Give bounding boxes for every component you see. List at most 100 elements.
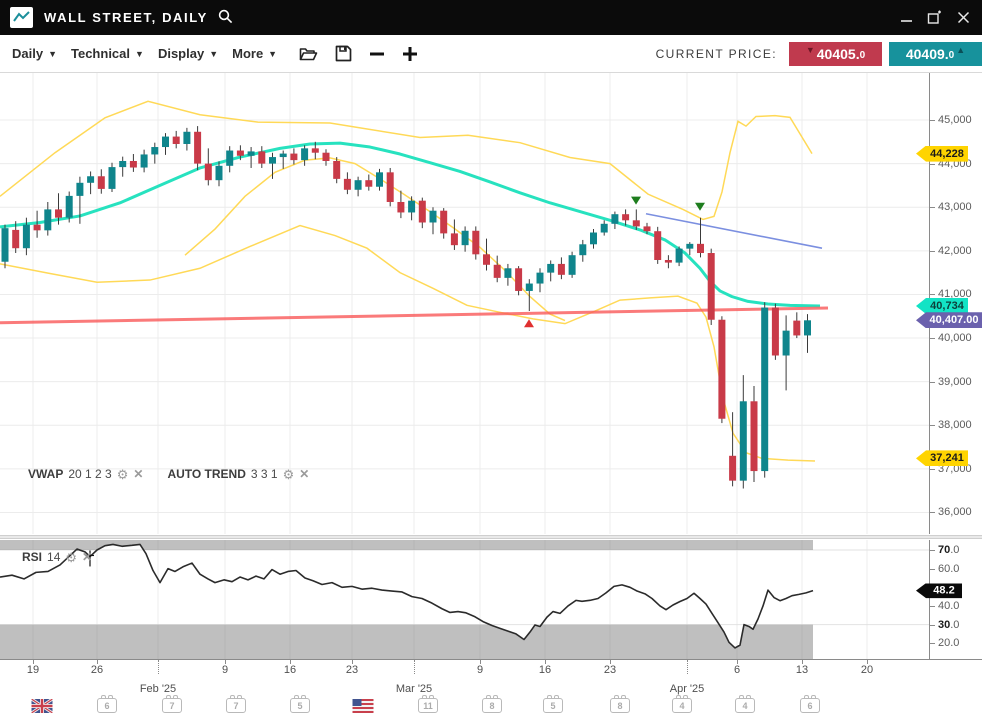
- calendar-events-icon[interactable]: 11: [418, 695, 438, 713]
- candle-down: [33, 224, 41, 231]
- gear-icon[interactable]: ⚙: [116, 466, 129, 482]
- time-axis-tick: [97, 660, 98, 664]
- gear-icon[interactable]: ⚙: [65, 549, 78, 565]
- candle-down: [729, 455, 737, 481]
- price-axis-label: 43,000: [938, 201, 972, 214]
- calendar-events-icon[interactable]: 5: [290, 695, 310, 713]
- price-axis-label: 41,000: [938, 288, 972, 301]
- candle-down: [664, 259, 672, 263]
- more-menu[interactable]: More ▼: [232, 46, 277, 61]
- time-axis-tick: [802, 660, 803, 664]
- calendar-events-icon[interactable]: 7: [226, 695, 246, 713]
- candle-up: [547, 263, 555, 273]
- candle-down: [343, 178, 351, 190]
- candle-up: [301, 148, 309, 161]
- candle-up: [22, 224, 30, 249]
- us-flag-icon[interactable]: [352, 699, 374, 713]
- candle-up: [279, 153, 287, 158]
- search-icon[interactable]: [218, 9, 233, 29]
- price-axis-tick: [930, 338, 935, 340]
- remove-vwap-icon[interactable]: ✕: [133, 467, 144, 481]
- time-axis-label: 6: [733, 664, 741, 676]
- candle-down: [55, 209, 62, 218]
- time-axis-label: Feb '25: [139, 683, 177, 695]
- chevron-down-icon: ▼: [268, 48, 278, 59]
- candle-down: [386, 172, 394, 202]
- candle-up: [140, 154, 148, 168]
- technical-menu[interactable]: Technical ▼: [71, 46, 144, 61]
- open-folder-icon[interactable]: [299, 46, 318, 62]
- autotrend-params: 3 3 1: [250, 467, 278, 481]
- candle-down: [718, 319, 726, 419]
- chart-toolbar: Daily ▼ Technical ▼ Display ▼ More ▼: [0, 35, 982, 73]
- current-price-label: CURRENT PRICE:: [655, 46, 777, 61]
- candle-up: [76, 182, 84, 196]
- candle-down: [697, 243, 704, 254]
- candle-up: [183, 131, 191, 144]
- candle-up: [226, 150, 234, 166]
- candle-down: [194, 131, 202, 164]
- app-logo-icon: [10, 7, 33, 28]
- candle-up: [739, 401, 747, 481]
- zoom-in-button[interactable]: [402, 46, 418, 62]
- price-axis-label: 36,000: [938, 506, 972, 519]
- candle-down: [632, 220, 640, 227]
- candle-down: [172, 136, 180, 144]
- calendar-events-icon[interactable]: 6: [97, 695, 117, 713]
- more-menu-label: More: [232, 46, 264, 61]
- time-axis-tick: [352, 660, 353, 664]
- candle-up: [119, 160, 127, 168]
- price-axis-tick: [930, 294, 935, 296]
- calendar-events-icon[interactable]: 6: [800, 695, 820, 713]
- time-axis-tick: [414, 660, 415, 674]
- chevron-down-icon: ▼: [48, 48, 57, 59]
- time-axis-tick: [480, 660, 481, 664]
- calendar-events-icon[interactable]: 7: [162, 695, 182, 713]
- gear-icon[interactable]: ⚙: [282, 466, 295, 482]
- candle-down: [258, 151, 266, 164]
- save-icon[interactable]: [335, 45, 352, 62]
- candle-up: [525, 283, 533, 291]
- chevron-down-icon: ▼: [209, 48, 219, 59]
- candle-up: [162, 136, 169, 148]
- candle-up: [782, 330, 790, 356]
- close-icon[interactable]: [957, 11, 970, 24]
- calendar-events-icon[interactable]: 8: [482, 695, 502, 713]
- candle-down: [236, 150, 244, 156]
- remove-rsi-icon[interactable]: ✕: [82, 550, 93, 564]
- display-menu[interactable]: Display ▼: [158, 46, 218, 61]
- zoom-out-button[interactable]: [369, 46, 385, 62]
- buy-signal-marker: [524, 319, 534, 328]
- candle-up: [536, 272, 544, 284]
- vwap-indicator-label: VWAP 20 1 2 3 ⚙ ✕ AUTO TREND 3 3 1 ⚙ ✕: [28, 467, 309, 481]
- candle-up: [611, 214, 619, 224]
- sell-signal-marker: [695, 202, 705, 211]
- panel-separator[interactable]: [0, 534, 982, 540]
- time-axis-tick: [610, 660, 611, 664]
- calendar-events-icon[interactable]: 8: [610, 695, 630, 713]
- calendar-events-icon[interactable]: 5: [543, 695, 563, 713]
- minimize-button[interactable]: [900, 11, 913, 24]
- candle-down: [204, 163, 212, 181]
- time-axis[interactable]: 19 26 Feb '25 9 16 23 Mar '25 9 16 23 Apr '25 6 13 20…: [0, 659, 982, 714]
- time-axis-label: 13: [795, 664, 809, 676]
- candle-up: [44, 209, 52, 231]
- rsi-panel: 70.0 60.0 40.0 30.0 20.0 48.2 RSI 14 ⚙ ✕: [0, 540, 982, 659]
- uk-flag-icon[interactable]: [30, 697, 54, 714]
- timeframe-menu[interactable]: Daily ▼: [12, 46, 57, 61]
- candle-down: [750, 401, 758, 472]
- price-axis-label: 45,000: [938, 114, 972, 126]
- arrow-up-icon: ▲: [956, 44, 966, 55]
- rsi-chart[interactable]: [0, 540, 930, 659]
- price-chart[interactable]: [0, 73, 930, 534]
- popout-button[interactable]: [927, 10, 943, 25]
- calendar-events-icon[interactable]: 4: [735, 695, 755, 713]
- remove-autotrend-icon[interactable]: ✕: [299, 467, 310, 481]
- candle-up: [1, 228, 9, 262]
- price-axis-tick: [930, 163, 935, 165]
- candle-down: [333, 160, 341, 179]
- candle-down: [557, 263, 565, 275]
- candle-down: [290, 153, 298, 161]
- candle-up: [429, 210, 437, 223]
- calendar-events-icon[interactable]: 4: [672, 695, 692, 713]
